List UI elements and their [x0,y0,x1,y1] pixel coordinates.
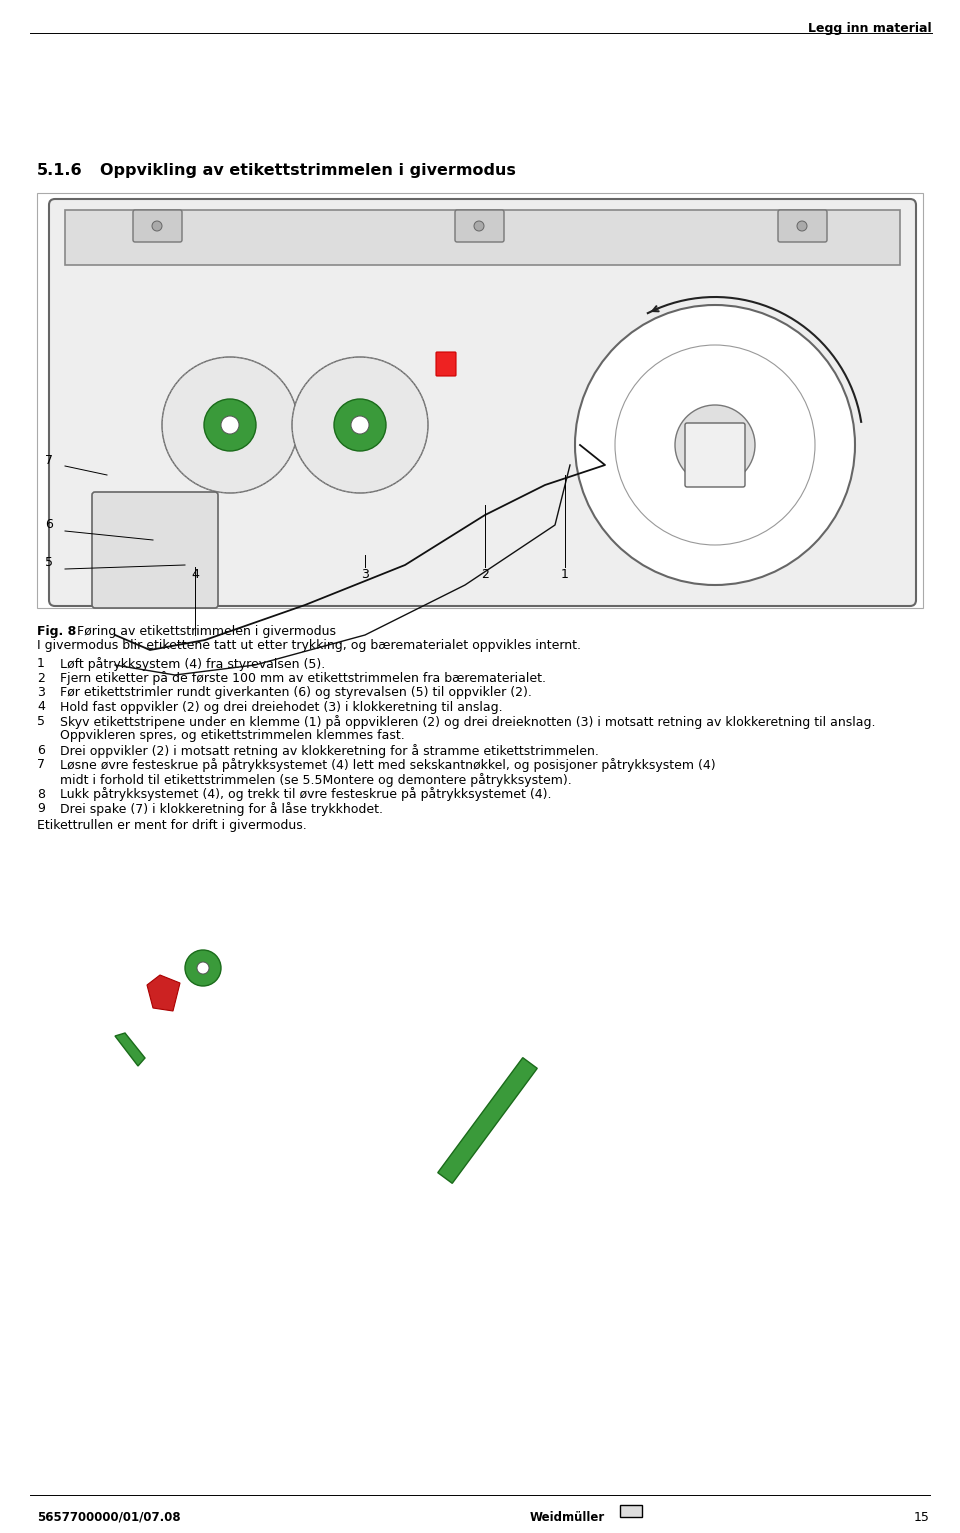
Text: Etikettrullen er ment for drift i givermodus.: Etikettrullen er ment for drift i giverm… [37,819,307,831]
Bar [65,210,900,265]
Text: 5: 5 [37,714,45,728]
Text: 1: 1 [561,569,569,581]
Circle shape [292,357,428,494]
Circle shape [221,415,239,434]
Circle shape [575,305,855,586]
Circle shape [615,345,815,546]
Text: 5657700000/01/07.08: 5657700000/01/07.08 [37,1512,180,1524]
Polygon shape [115,1033,145,1065]
Text: 7: 7 [45,454,53,466]
Text: Oppvikling av etikettstrimmelen i givermodus: Oppvikling av etikettstrimmelen i giverm… [100,162,516,178]
Circle shape [197,963,209,973]
FancyBboxPatch shape [620,1505,642,1518]
Text: 3: 3 [361,569,369,581]
Text: Fjern etiketter på de første 100 mm av etikettstrimmelen fra bærematerialet.: Fjern etiketter på de første 100 mm av e… [60,671,546,685]
Polygon shape [147,975,180,1010]
Text: 2: 2 [37,671,45,685]
Text: Føring av etikettstrimmelen i givermodus: Føring av etikettstrimmelen i givermodus [77,625,336,638]
Circle shape [675,405,755,484]
Text: 4: 4 [37,701,45,713]
Text: 9: 9 [37,802,45,816]
Text: 5: 5 [45,556,53,569]
Text: Hold fast oppvikler (2) og drei dreiehodet (3) i klokkeretning til anslag.: Hold fast oppvikler (2) og drei dreiehod… [60,701,503,713]
FancyBboxPatch shape [685,423,745,487]
Circle shape [162,357,298,494]
Text: Løsne øvre festeskrue på påtrykksystemet (4) lett med sekskantnøkkel, og posisjo: Løsne øvre festeskrue på påtrykksystemet… [60,759,715,773]
Circle shape [152,221,162,231]
Text: Lukk påtrykksystemet (4), og trekk til øvre festeskrue på påtrykksystemet (4).: Lukk påtrykksystemet (4), og trekk til ø… [60,788,551,802]
Text: Drei spake (7) i klokkeretning for å låse trykkhodet.: Drei spake (7) i klokkeretning for å lås… [60,802,383,816]
FancyBboxPatch shape [455,210,504,242]
Text: 5.1.6: 5.1.6 [37,162,83,178]
FancyBboxPatch shape [778,210,827,242]
Text: 7: 7 [37,759,45,771]
Text: midt i forhold til etikettstrimmelen (se 5.5Montere og demontere påtrykksystem).: midt i forhold til etikettstrimmelen (se… [60,773,572,786]
Text: Skyv etikettstripene under en klemme (1) på oppvikleren (2) og drei dreieknotten: Skyv etikettstripene under en klemme (1)… [60,714,876,730]
Text: Legg inn material: Legg inn material [808,21,932,35]
Text: Før etikettstrimler rundt giverkanten (6) og styrevalsen (5) til oppvikler (2).: Før etikettstrimler rundt giverkanten (6… [60,685,532,699]
Text: 15: 15 [914,1512,930,1524]
Text: 8: 8 [37,788,45,800]
Text: 2: 2 [481,569,489,581]
Text: 3: 3 [37,685,45,699]
FancyBboxPatch shape [49,199,916,606]
Text: 1: 1 [37,658,45,670]
Text: Løft påtrykksystem (4) fra styrevalsen (5).: Løft påtrykksystem (4) fra styrevalsen (… [60,658,325,671]
FancyBboxPatch shape [92,492,218,609]
FancyBboxPatch shape [436,353,456,376]
Text: Drei oppvikler (2) i motsatt retning av klokkeretning for å stramme etikettstrim: Drei oppvikler (2) i motsatt retning av … [60,744,599,757]
Text: Fig. 8: Fig. 8 [37,625,76,638]
Text: I givermodus blir etikettene tatt ut etter trykking, og bærematerialet oppvikles: I givermodus blir etikettene tatt ut ett… [37,639,581,652]
Text: Oppvikleren spres, og etikettstrimmelen klemmes fast.: Oppvikleren spres, og etikettstrimmelen … [60,730,405,742]
Text: 6: 6 [37,744,45,757]
Bar [37,193,923,609]
Circle shape [185,950,221,986]
Polygon shape [438,1058,538,1183]
Circle shape [204,399,256,451]
Text: Weidmüller: Weidmüller [530,1512,605,1524]
Circle shape [334,399,386,451]
Text: 4: 4 [191,569,199,581]
Circle shape [474,221,484,231]
Circle shape [351,415,369,434]
FancyBboxPatch shape [133,210,182,242]
Circle shape [797,221,807,231]
Text: 6: 6 [45,518,53,532]
